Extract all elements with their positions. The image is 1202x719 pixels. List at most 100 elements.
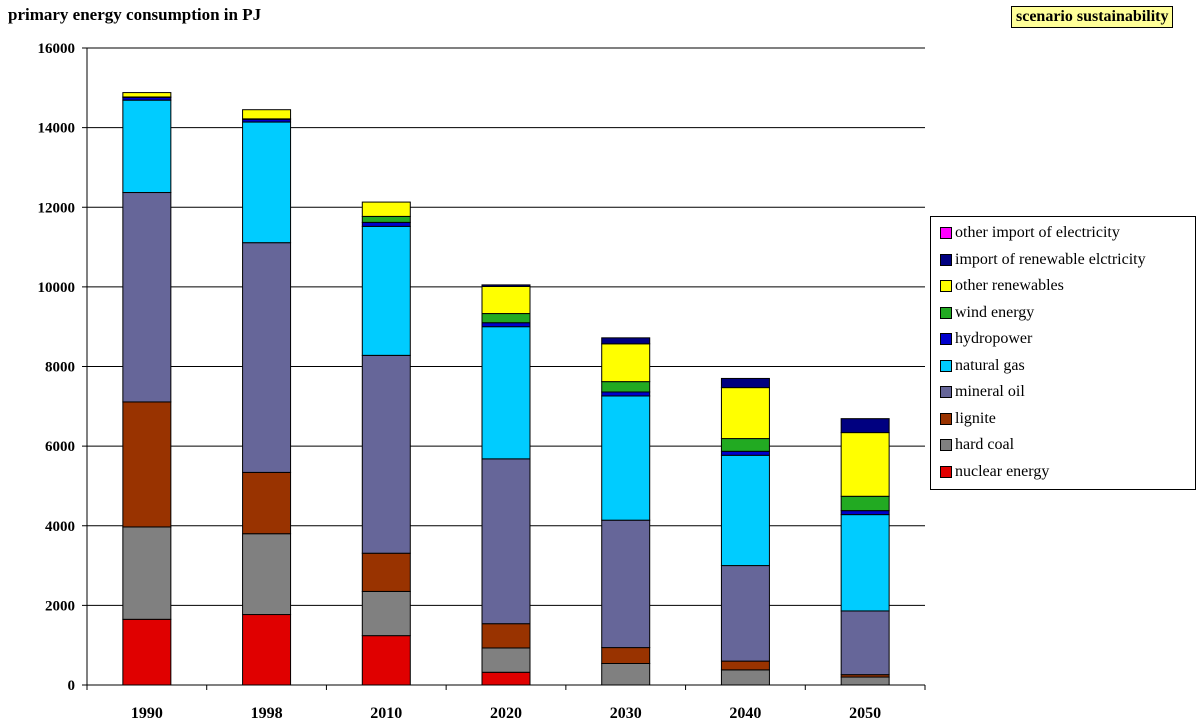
bar-segment [481,623,531,649]
legend-item: mineral oil [931,379,1195,406]
bar-segment [601,343,651,383]
bar-segment [601,381,651,393]
bar-segment [481,326,531,460]
legend-item: lignite [931,406,1195,433]
bar-segment [840,610,890,676]
legend-item: import of renewable elctricity [931,247,1195,274]
y-tick-label: 12000 [38,200,76,216]
legend-label: import of renewable elctricity [955,250,1146,268]
bar-segment [840,510,890,516]
y-tick-label: 8000 [45,360,75,376]
y-tick-label: 14000 [38,121,76,137]
legend-label: natural gas [955,356,1025,374]
legend-item: natural gas [931,353,1195,380]
legend-item: other import of electricity [931,220,1195,247]
bar-segment [720,438,770,452]
legend-swatch [940,359,952,372]
bar-segment [720,660,770,671]
bar-segment [601,391,651,397]
bar-segment [122,526,172,620]
legend-swatch [940,386,952,399]
bar-segment [481,313,531,324]
bar-segment [122,99,172,194]
bar-segment [361,221,411,227]
bar-segment [481,322,531,328]
legend-item: other renewables [931,273,1195,300]
legend-label: other import of electricity [955,224,1120,242]
legend-swatch [940,306,952,319]
legend-item: hard coal [931,432,1195,459]
x-tick-label: 1998 [251,705,283,719]
bar-segment [720,377,770,389]
bar-segment [242,614,292,686]
bar-segment [361,225,411,356]
bar-segment [361,590,411,637]
bar-segment [361,354,411,554]
bar-segment [601,663,651,686]
legend-item: nuclear energy [931,459,1195,486]
bar-segment [242,121,292,244]
legend-swatch [940,227,952,240]
bar-segment [122,92,172,98]
legend-label: other renewables [955,277,1064,295]
bar-segment [601,647,651,665]
x-tick-label: 2010 [370,705,402,719]
legend-label: mineral oil [955,383,1025,401]
scenario-badge: scenario sustainability [1011,6,1174,28]
legend-swatch [940,412,952,425]
chart-title: primary energy consumption in PJ [8,5,262,24]
bar-segment [481,647,531,673]
bar-segment [601,395,651,521]
bar-segment [840,432,890,497]
legend-swatch [940,439,952,452]
bar-segment [840,495,890,512]
chart-legend: other import of electricity import of ren… [930,216,1196,490]
x-tick-label: 2040 [729,705,761,719]
y-tick-label: 4000 [45,519,75,535]
y-tick-label: 6000 [45,439,75,455]
bar-segment [242,109,292,120]
bar-segment [242,533,292,616]
legend-label: nuclear energy [955,462,1050,480]
bar-segment [481,284,531,287]
legend-item: hydropower [931,326,1195,353]
legend-swatch [940,333,952,346]
bar-segment [601,519,651,649]
legend-swatch [940,253,952,266]
legend-label: hard coal [955,436,1015,454]
legend-label: hydropower [955,330,1033,348]
x-tick-label: 1990 [131,705,163,719]
x-tick-label: 2030 [610,705,642,719]
bar-segment [720,565,770,662]
legend-item: wind energy [931,300,1195,327]
bar-segment [361,201,411,217]
y-tick-label: 10000 [38,280,76,296]
bar-segment [361,552,411,592]
bar-segment [481,285,531,315]
legend-label: lignite [955,409,996,427]
x-tick-label: 2020 [490,705,522,719]
bar-segment [481,671,531,686]
bar-segment [242,471,292,535]
bar-segment [122,618,172,686]
bar-segment [720,669,770,686]
bar-segment [601,337,651,345]
bar-segment [840,514,890,612]
bar-segment [840,676,890,686]
bar-segment [122,401,172,528]
bar-segment [242,242,292,473]
y-tick-label: 0 [68,678,76,694]
x-tick-label: 2050 [849,705,881,719]
y-tick-label: 16000 [38,41,76,57]
legend-swatch [940,280,952,293]
y-tick-label: 2000 [45,598,75,614]
legend-swatch [940,465,952,478]
bar-segment [720,450,770,456]
bar-segment [122,192,172,403]
bar-segment [720,454,770,567]
legend-label: wind energy [955,303,1035,321]
bar-segment [361,215,411,223]
bar-segment [840,418,890,434]
bar-segment [720,387,770,440]
